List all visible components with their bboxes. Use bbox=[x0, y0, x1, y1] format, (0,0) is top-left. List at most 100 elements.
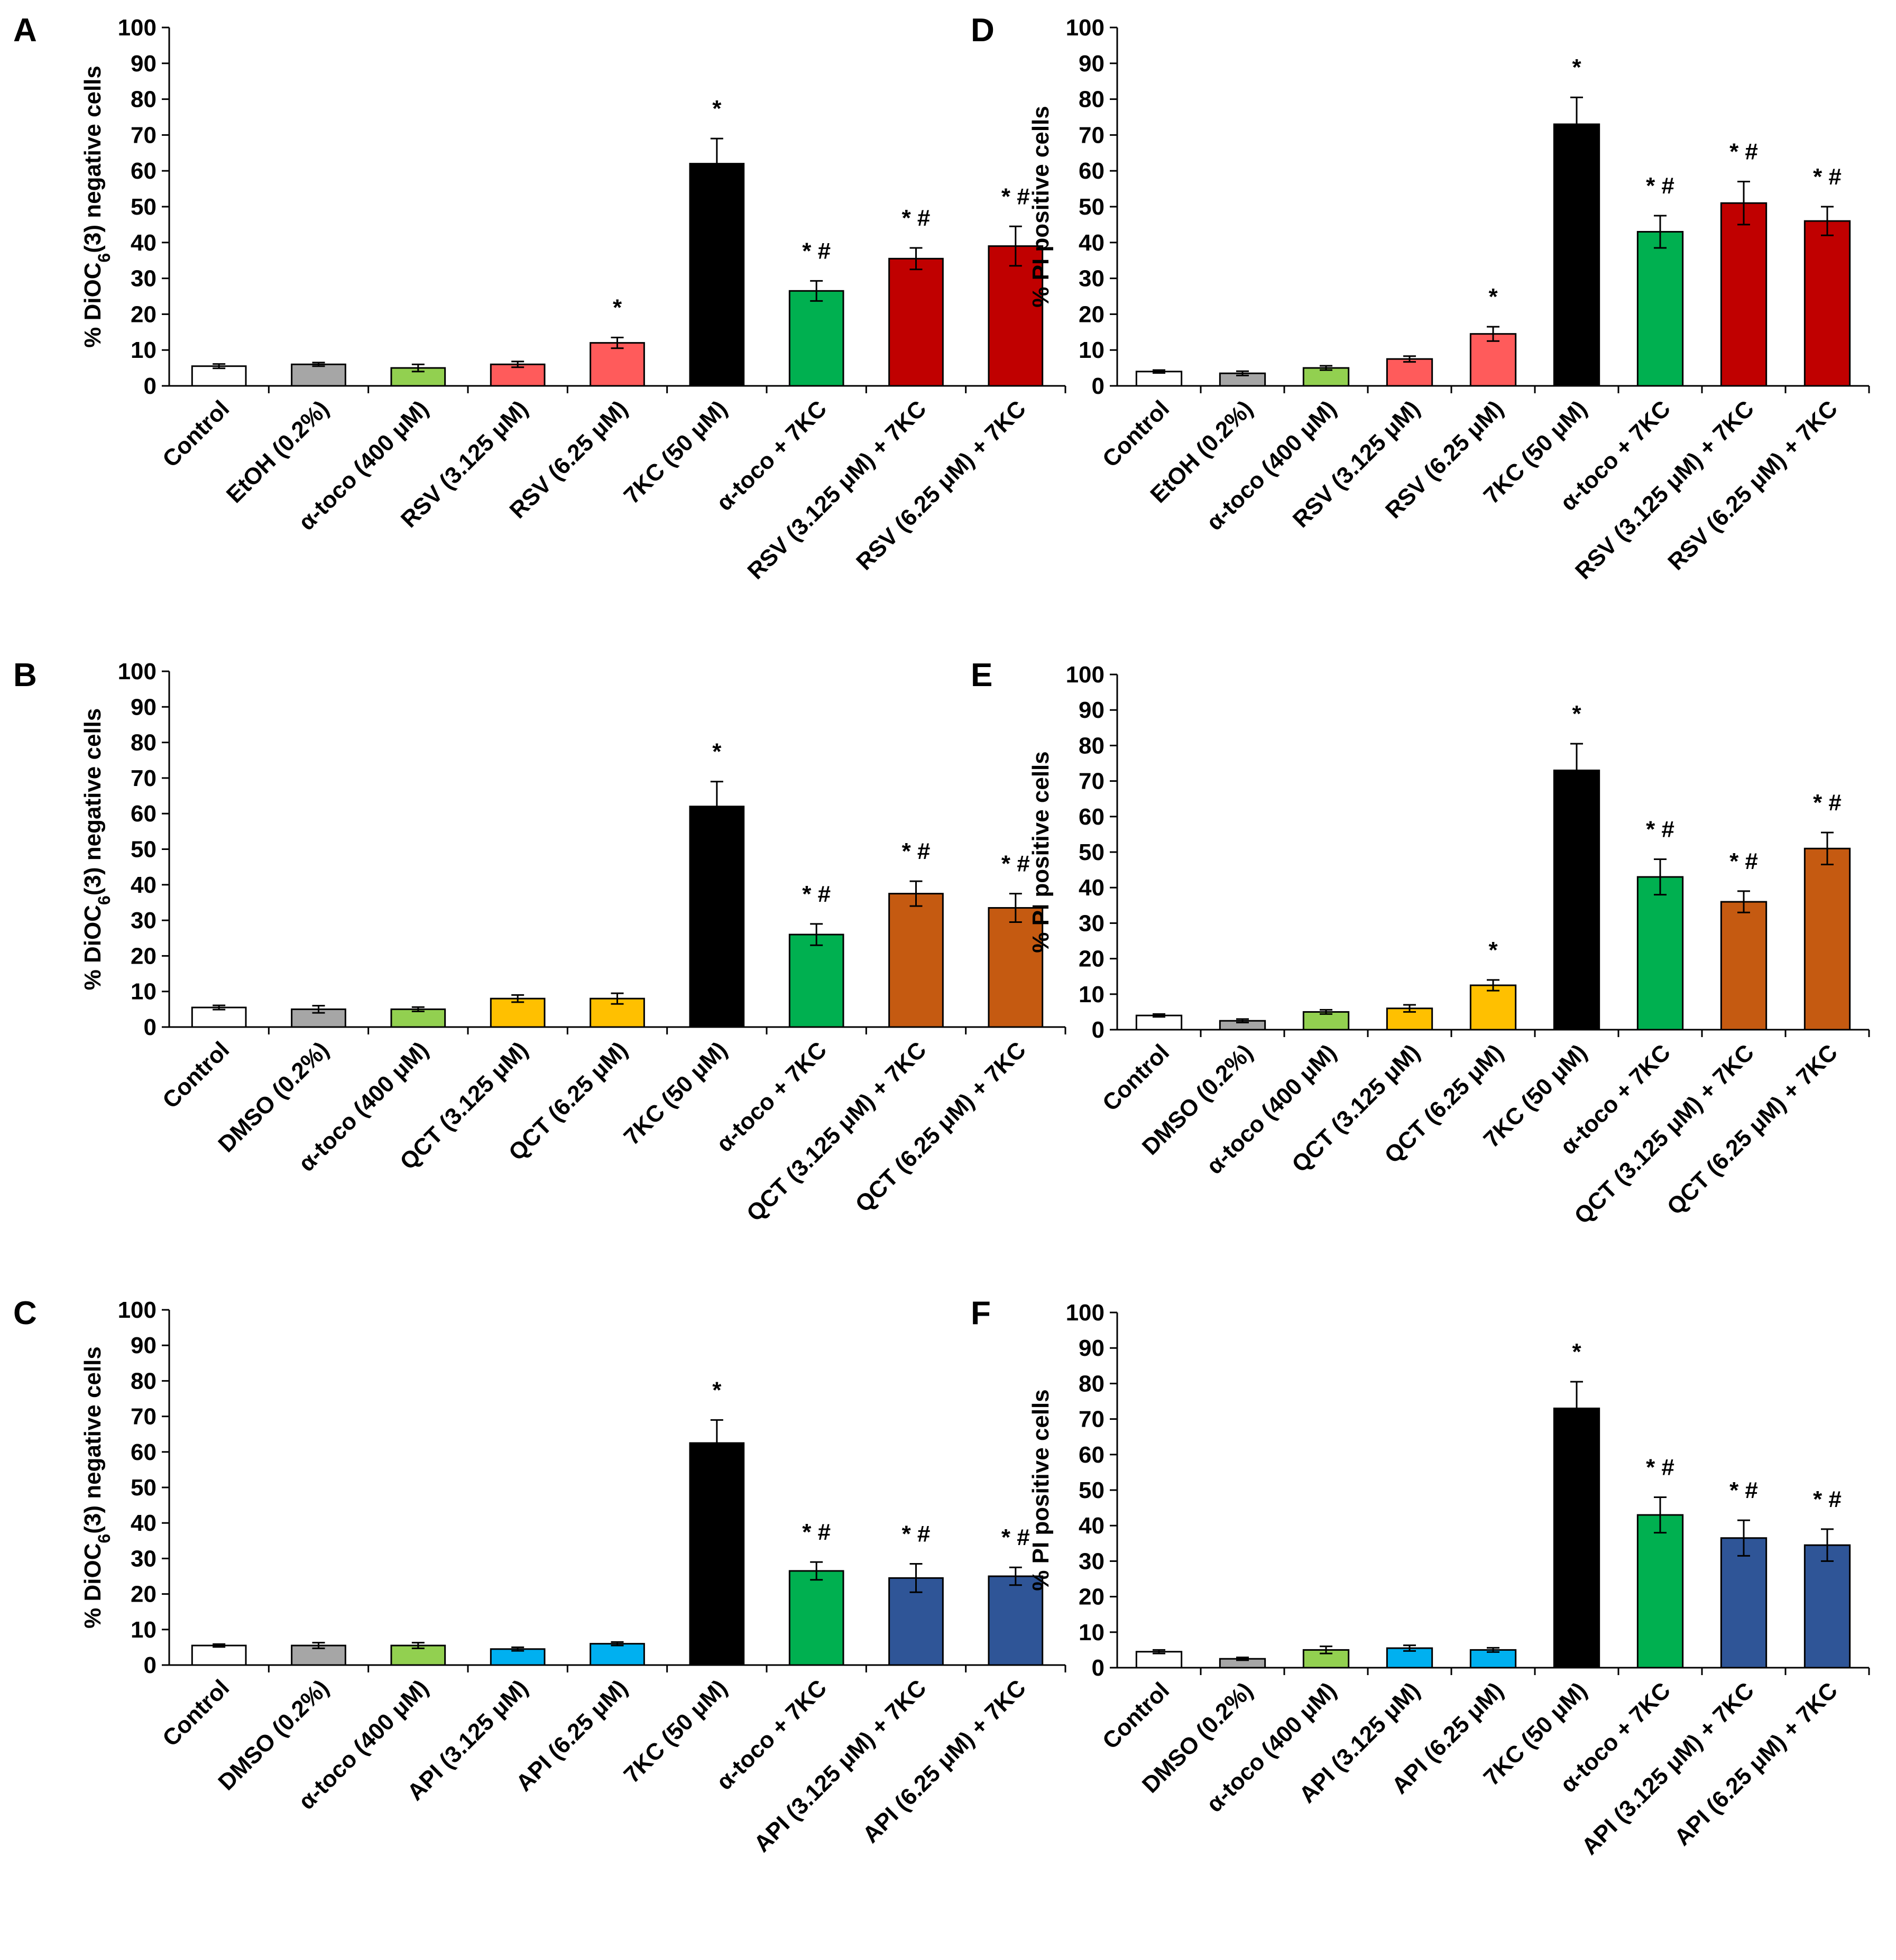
y-tick-label: 70 bbox=[131, 1404, 157, 1430]
error-bar bbox=[1403, 1644, 1416, 1652]
y-tick-label: 30 bbox=[1079, 1548, 1105, 1574]
y-tick-label: 30 bbox=[131, 1546, 157, 1571]
y-tick-label: 50 bbox=[1079, 839, 1105, 865]
error-bar bbox=[1236, 1657, 1249, 1661]
bar bbox=[888, 257, 944, 387]
error-bar bbox=[1654, 215, 1667, 249]
y-tick-label: 0 bbox=[144, 373, 157, 399]
error-bar bbox=[1737, 1519, 1750, 1557]
significance-label: * bbox=[1488, 284, 1498, 310]
error-bar bbox=[312, 362, 325, 367]
y-tick-label: 90 bbox=[131, 51, 157, 77]
panel-letter: A bbox=[13, 12, 37, 49]
error-bar bbox=[213, 1643, 226, 1648]
y-tick-label: 20 bbox=[1079, 301, 1105, 327]
error-bar bbox=[909, 247, 923, 271]
y-tick-label: 0 bbox=[1092, 373, 1105, 399]
bar bbox=[1302, 1011, 1350, 1031]
significance-label: * bbox=[712, 739, 722, 765]
error-bar bbox=[1320, 365, 1332, 371]
significance-label: * # bbox=[1729, 139, 1758, 165]
y-tick-label: 20 bbox=[131, 943, 157, 969]
y-tick-label: 40 bbox=[1079, 875, 1105, 901]
error-bar bbox=[1487, 979, 1499, 992]
y-tick-label: 30 bbox=[1079, 910, 1105, 936]
error-bar bbox=[1236, 370, 1249, 376]
y-tick-label: 100 bbox=[118, 15, 157, 41]
bar bbox=[1386, 358, 1433, 387]
error-bar bbox=[909, 880, 923, 907]
significance-label: * bbox=[1572, 1339, 1581, 1365]
bar bbox=[1636, 876, 1684, 1031]
y-tick-label: 40 bbox=[131, 872, 157, 898]
bar bbox=[1720, 901, 1768, 1031]
y-tick-label: 80 bbox=[1079, 733, 1105, 759]
y-tick-label: 0 bbox=[144, 1014, 157, 1040]
bar bbox=[191, 1006, 247, 1028]
y-tick-label: 20 bbox=[1079, 1584, 1105, 1610]
y-tick-label: 50 bbox=[131, 1475, 157, 1501]
significance-label: * # bbox=[1729, 1477, 1758, 1503]
error-bar bbox=[1487, 1647, 1499, 1653]
error-bar bbox=[1320, 1009, 1332, 1015]
y-tick-label: 10 bbox=[131, 337, 157, 363]
error-bar bbox=[710, 781, 723, 833]
significance-label: * # bbox=[1001, 1524, 1030, 1550]
significance-label: * # bbox=[1813, 164, 1842, 190]
bar bbox=[1469, 984, 1517, 1031]
significance-label: * # bbox=[902, 838, 931, 864]
y-tick-label: 70 bbox=[131, 765, 157, 791]
y-tick-label: 90 bbox=[131, 694, 157, 720]
significance-label: * # bbox=[1646, 173, 1674, 199]
y-tick-label: 30 bbox=[131, 908, 157, 933]
y-tick-label: 100 bbox=[1066, 662, 1105, 688]
bar bbox=[888, 893, 944, 1028]
error-bar bbox=[511, 1646, 524, 1652]
bar bbox=[689, 163, 745, 387]
error-bar bbox=[411, 363, 425, 373]
y-tick-label: 70 bbox=[1079, 122, 1105, 148]
significance-label: * # bbox=[1813, 1486, 1842, 1512]
error-bar bbox=[312, 1642, 325, 1649]
y-tick-label: 40 bbox=[131, 230, 157, 256]
significance-label: * bbox=[1572, 701, 1581, 727]
significance-label: * # bbox=[802, 881, 831, 907]
error-bar bbox=[411, 1642, 425, 1649]
error-bar bbox=[810, 923, 823, 946]
error-bar bbox=[1009, 225, 1022, 267]
y-tick-label: 0 bbox=[144, 1652, 157, 1678]
y-tick-label: 90 bbox=[131, 1333, 157, 1358]
significance-label: * bbox=[712, 96, 722, 122]
y-tick-label: 100 bbox=[118, 659, 157, 685]
significance-label: * # bbox=[1646, 816, 1674, 842]
error-bar bbox=[1570, 1381, 1583, 1436]
y-tick-label: 80 bbox=[1079, 87, 1105, 113]
panel-letter: F bbox=[971, 1295, 991, 1332]
y-tick-label: 100 bbox=[1066, 15, 1105, 41]
y-axis-title: % DiOC6(3) negative cells bbox=[80, 66, 114, 348]
significance-label: * bbox=[613, 294, 622, 320]
error-bar bbox=[213, 1004, 226, 1011]
y-tick-label: 40 bbox=[1079, 230, 1105, 256]
significance-label: * # bbox=[802, 238, 831, 264]
y-tick-label: 50 bbox=[1079, 194, 1105, 220]
error-bar bbox=[411, 1006, 425, 1012]
bar bbox=[1803, 847, 1851, 1031]
error-bar bbox=[1153, 369, 1165, 374]
error-bar bbox=[1009, 893, 1022, 923]
bar bbox=[1553, 123, 1600, 387]
y-tick-label: 10 bbox=[1079, 337, 1105, 363]
significance-label: * # bbox=[902, 205, 931, 231]
panel-letter: E bbox=[971, 657, 992, 694]
y-tick-label: 70 bbox=[1079, 769, 1105, 794]
error-bar bbox=[1570, 96, 1583, 152]
bar bbox=[788, 290, 844, 387]
bar bbox=[1553, 1407, 1600, 1669]
bar bbox=[988, 1575, 1044, 1666]
y-tick-label: 0 bbox=[1092, 1017, 1105, 1043]
error-bar bbox=[1737, 890, 1750, 913]
error-bar bbox=[810, 280, 823, 302]
error-bar bbox=[213, 363, 226, 369]
significance-label: * # bbox=[1729, 848, 1758, 874]
